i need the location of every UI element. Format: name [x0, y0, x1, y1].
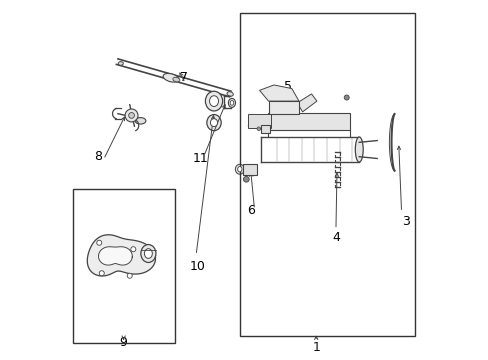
- Ellipse shape: [235, 164, 244, 174]
- Bar: [261, 125, 269, 133]
- Text: 7: 7: [179, 71, 187, 84]
- Text: 9: 9: [120, 336, 127, 348]
- Text: 1: 1: [312, 341, 320, 354]
- Ellipse shape: [230, 100, 233, 105]
- Ellipse shape: [206, 114, 221, 131]
- Circle shape: [344, 95, 348, 100]
- Text: 4: 4: [331, 231, 339, 244]
- Circle shape: [125, 109, 138, 122]
- Ellipse shape: [172, 77, 180, 82]
- Ellipse shape: [210, 119, 217, 127]
- Circle shape: [97, 240, 102, 245]
- Circle shape: [243, 176, 249, 182]
- Bar: [268, 101, 298, 114]
- Circle shape: [127, 273, 132, 278]
- Text: 11: 11: [192, 152, 208, 165]
- Polygon shape: [297, 94, 316, 112]
- Ellipse shape: [209, 96, 218, 107]
- Ellipse shape: [237, 167, 242, 172]
- Circle shape: [128, 113, 134, 118]
- Bar: [267, 113, 349, 130]
- Ellipse shape: [135, 118, 145, 124]
- Text: 5: 5: [283, 80, 291, 93]
- Ellipse shape: [205, 91, 222, 111]
- Text: 3: 3: [401, 215, 409, 228]
- Ellipse shape: [163, 73, 179, 82]
- Bar: [247, 114, 271, 128]
- Bar: [73, 189, 174, 343]
- Text: 10: 10: [189, 260, 205, 273]
- Bar: [239, 13, 414, 336]
- Ellipse shape: [228, 98, 235, 107]
- Ellipse shape: [355, 137, 363, 162]
- Circle shape: [131, 247, 136, 252]
- Polygon shape: [87, 235, 155, 276]
- Ellipse shape: [226, 92, 233, 96]
- Bar: [242, 164, 257, 175]
- Text: 2: 2: [245, 116, 253, 129]
- Ellipse shape: [144, 249, 152, 258]
- Ellipse shape: [118, 62, 123, 65]
- Ellipse shape: [141, 244, 156, 262]
- Text: 6: 6: [246, 204, 254, 217]
- Polygon shape: [259, 85, 298, 101]
- Circle shape: [257, 127, 260, 131]
- Polygon shape: [98, 247, 132, 265]
- Text: 8: 8: [94, 150, 102, 163]
- Circle shape: [99, 271, 104, 276]
